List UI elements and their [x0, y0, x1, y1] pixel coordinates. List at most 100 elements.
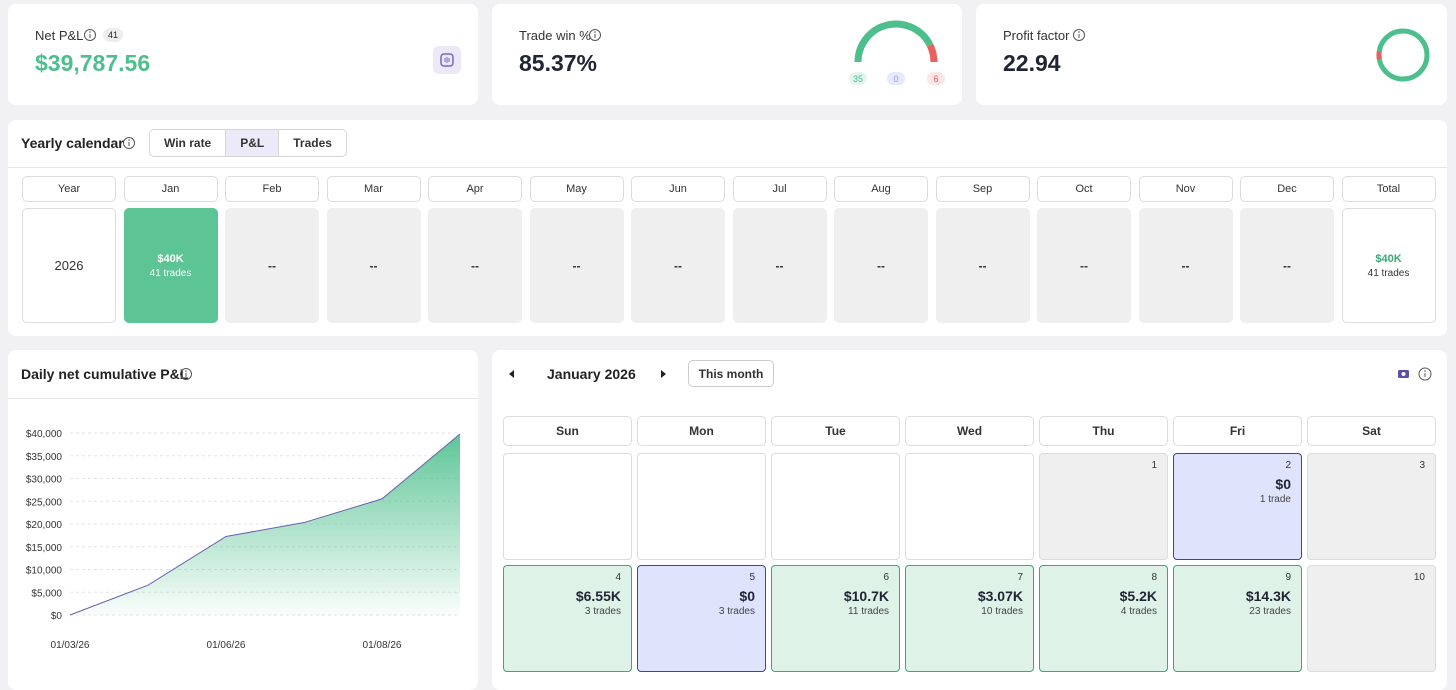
day-pnl: $5.2K — [1119, 588, 1157, 604]
icon-button[interactable] — [433, 46, 461, 74]
y-tick-label: $35,000 — [26, 452, 63, 463]
profit-factor-card — [976, 4, 1447, 105]
this-month-button[interactable]: This month — [688, 360, 774, 387]
day-number: 9 — [1285, 572, 1291, 583]
cell-value: -- — [1283, 258, 1291, 273]
day-number: 1 — [1151, 460, 1157, 471]
day-cell[interactable]: 2 $0 1 trade — [1173, 453, 1302, 560]
day-cell[interactable] — [771, 453, 900, 560]
win-card — [492, 4, 962, 105]
label: Profit factor — [1003, 28, 1070, 43]
header-cell cell: Mar — [326, 176, 421, 202]
day-cell[interactable]: 3 — [1307, 453, 1436, 560]
header-cell cell: Year — [22, 176, 116, 202]
day-cell[interactable]: 5 $0 3 trades — [637, 565, 766, 672]
gauge-arc — [926, 43, 938, 63]
weekday-cell: Wed — [905, 416, 1034, 446]
day-cell[interactable]: 7 $3.07K 10 trades — [905, 565, 1034, 672]
cell-value: -- — [471, 258, 479, 273]
day-trades: 23 trades — [1249, 606, 1291, 617]
line — [69, 433, 461, 616]
gauge-pill — [887, 72, 905, 85]
cell-value: $40K — [1375, 252, 1402, 265]
y-tick-label: $10,000 — [26, 566, 63, 577]
month-cell: $40K 41 trades — [1341, 208, 1436, 323]
header-cell cell: Sep — [935, 176, 1030, 202]
header-cell cell: Dec — [1240, 176, 1334, 202]
info-icon[interactable] — [179, 367, 193, 381]
day-pnl: $3.07K — [977, 588, 1023, 604]
gauge-pill — [849, 72, 867, 85]
day-cell[interactable]: 1 — [1039, 453, 1168, 560]
day-pnl: $6.55K — [575, 588, 621, 604]
day-cell[interactable] — [637, 453, 766, 560]
cell-value: $40K — [157, 252, 184, 265]
y-tick-label: $30,000 — [26, 475, 63, 486]
cell-value: -- — [268, 258, 276, 273]
gauge-label: 35 — [853, 74, 863, 84]
day-cell[interactable]: 4 $6.55K 3 trades — [503, 565, 632, 672]
day-trades: 3 trades — [584, 606, 621, 617]
day-pnl: $10.7K — [843, 588, 889, 604]
weekday-cell: Sun — [503, 416, 632, 446]
weekday-cell: Sat — [1307, 416, 1436, 446]
gauge-label: 0 — [893, 74, 898, 84]
day-cell[interactable]: 6 $10.7K 11 trades — [771, 565, 900, 672]
day-cell[interactable]: 8 $5.2K 4 trades — [1039, 565, 1168, 672]
month-cell: -- — [631, 208, 725, 323]
month-cell: -- — [225, 208, 319, 323]
tab[interactable]: Trades — [278, 130, 346, 156]
header-cell cell: Aug — [834, 176, 928, 202]
cell-value: -- — [1181, 258, 1190, 273]
gauge-arc — [854, 20, 934, 63]
x-tick-label: 01/03/26 — [51, 640, 90, 651]
info-icon[interactable] — [588, 28, 602, 42]
day-cell[interactable]: 10 — [1307, 565, 1436, 672]
label: Trade win % — [519, 28, 591, 43]
day-number: 5 — [749, 572, 755, 583]
cell-value: -- — [775, 258, 784, 273]
month-cell: -- — [935, 208, 1030, 323]
net-pnl-card — [8, 4, 478, 105]
tab[interactable]: Win rate — [164, 136, 212, 150]
day-pnl: $0 — [739, 588, 755, 604]
day-number: 8 — [1151, 572, 1157, 583]
tabs: Win rate P&L Trades — [149, 129, 347, 157]
info-icon[interactable] — [83, 28, 97, 42]
cell-value: -- — [674, 258, 682, 273]
gauge-pill — [927, 72, 945, 85]
value: $39,787.56 — [35, 50, 151, 76]
y-tick-label: $15,000 — [26, 543, 63, 554]
cell-value: -- — [978, 258, 987, 273]
header-cell cell: Jan — [123, 176, 218, 202]
x-tick-label: 01/06/26 — [207, 640, 246, 651]
day-trades: 10 trades — [981, 606, 1023, 617]
info-icon[interactable] — [1072, 28, 1086, 42]
header-cell cell: Apr — [428, 176, 522, 202]
weekday-cell: Tue — [771, 416, 900, 446]
day-trades: 1 trade — [1259, 494, 1291, 505]
day-number: 6 — [883, 572, 889, 583]
badge: 41 — [103, 28, 124, 42]
y-tick-label: $20,000 — [26, 520, 63, 531]
header-cell cell: Feb — [225, 176, 319, 202]
cell-trades: 41 trades — [149, 267, 192, 279]
day-cell[interactable] — [905, 453, 1034, 560]
header-cell cell: Oct — [1037, 176, 1131, 202]
y-tick-label: $5,000 — [31, 588, 62, 599]
day-trades: 4 trades — [1120, 606, 1157, 617]
info-icon[interactable] — [122, 136, 136, 150]
chart-title: Daily net cumulative P&L — [21, 366, 189, 382]
weekday-cell: Thu — [1039, 416, 1168, 446]
day-pnl: $0 — [1275, 476, 1291, 492]
section-title: Yearly calendar — [21, 135, 124, 151]
weekday-cell: Mon — [637, 416, 766, 446]
day-cell[interactable]: 9 $14.3K 23 trades — [1173, 565, 1302, 672]
header-cell cell: Jun — [631, 176, 725, 202]
day-number: 10 — [1413, 572, 1425, 583]
day-cell[interactable] — [503, 453, 632, 560]
tab[interactable]: P&L — [225, 130, 279, 156]
area — [70, 433, 460, 615]
x-tick-label: 01/08/26 — [363, 640, 402, 651]
divider — [8, 398, 478, 399]
